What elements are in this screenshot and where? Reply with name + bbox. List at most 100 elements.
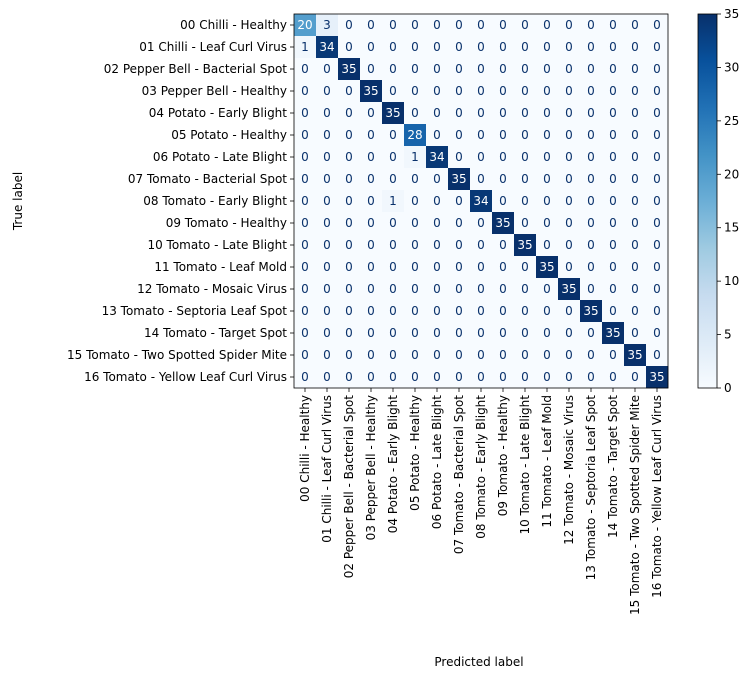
cell-value: 0 [455,40,463,54]
cell-value: 0 [389,304,397,318]
x-tick-label: 01 Chilli - Leaf Curl Virus [320,395,334,543]
cell-value: 0 [345,348,353,362]
cell-value: 0 [433,84,441,98]
matrix-cell [580,80,603,103]
cell-value: 0 [609,194,617,208]
matrix-cell [580,58,603,81]
matrix-cell [404,322,427,345]
y-tick-label: 07 Tomato - Bacterial Spot [128,172,287,186]
matrix-cell [580,124,603,147]
cell-value: 0 [323,238,331,252]
matrix-cell [536,168,559,191]
cell-value: 0 [587,40,595,54]
cell-value: 0 [455,62,463,76]
matrix-cell [382,190,405,213]
matrix-cell [426,300,449,323]
cell-value: 0 [653,216,661,230]
cell-value: 0 [543,304,551,318]
colorbar-ticks: 0 5 10 15 20 25 30 35 [717,7,739,395]
cell-value: 0 [323,260,331,274]
cell-value: 0 [367,40,375,54]
cell-value: 0 [587,106,595,120]
cell-value: 0 [433,348,441,362]
matrix-cell [382,344,405,367]
cell-value: 0 [609,348,617,362]
cell-value: 0 [521,128,529,142]
matrix-cell [316,256,339,279]
cell-value: 0 [433,260,441,274]
matrix-cell [448,234,471,257]
cell-value: 0 [543,62,551,76]
matrix-cell [558,102,581,125]
matrix-cell [624,36,647,59]
matrix-cell [382,234,405,257]
cell-value: 0 [389,282,397,296]
matrix-cells: 20 3 0 0 0 0 0 0 0 0 0 0 0 0 0 0 01 34 0 0 0 0 0 0 0 0 0 0 0 0 0 0 00 0 35… [294,14,669,389]
cell-value: 0 [433,326,441,340]
matrix-cell [492,58,515,81]
cell-value: 0 [543,238,551,252]
cell-value: 0 [543,106,551,120]
matrix-cell [448,36,471,59]
x-tick-label: 16 Tomato - Yellow Leaf Curl Virus [650,395,664,598]
cell-value: 0 [631,172,639,186]
cell-value: 0 [389,62,397,76]
cell-value: 0 [389,238,397,252]
matrix-cell [294,102,317,125]
matrix-cell [470,58,493,81]
matrix-cell [492,146,515,169]
cell-value: 0 [499,62,507,76]
matrix-cell [558,14,581,37]
matrix-cell [294,366,317,389]
cell-value: 0 [433,238,441,252]
matrix-cell [316,58,339,81]
matrix-cell [514,344,537,367]
cell-value: 0 [301,106,309,120]
matrix-cell [492,190,515,213]
cell-value: 0 [587,194,595,208]
colorbar-tick-label: 10 [724,274,739,288]
cell-value: 0 [411,260,419,274]
cell-value: 0 [653,128,661,142]
matrix-cell [448,344,471,367]
matrix-cell [470,344,493,367]
matrix-cell [360,124,383,147]
matrix-cell [426,366,449,389]
cell-value: 0 [433,18,441,32]
matrix-cell [536,14,559,37]
matrix-cell [448,168,471,191]
cell-value: 35 [561,282,576,296]
matrix-cell [316,322,339,345]
cell-value: 0 [587,282,595,296]
cell-value: 0 [587,326,595,340]
cell-value: 0 [477,62,485,76]
y-tick-label: 13 Tomato - Septoria Leaf Spot [102,304,288,318]
matrix-cell [338,322,361,345]
cell-value: 0 [477,40,485,54]
matrix-cell [580,168,603,191]
matrix-cell [624,300,647,323]
cell-value: 0 [477,172,485,186]
matrix-cell [426,102,449,125]
matrix-cell [470,234,493,257]
matrix-cell [558,322,581,345]
cell-value: 0 [653,304,661,318]
cell-value: 20 [297,18,312,32]
matrix-cell [294,36,317,59]
matrix-cell [624,168,647,191]
cell-value: 0 [521,370,529,384]
y-axis-label: True label [11,172,25,231]
cell-value: 0 [543,150,551,164]
matrix-cell [602,366,625,389]
matrix-cell [536,80,559,103]
matrix-cell [646,14,669,37]
cell-value: 0 [499,106,507,120]
matrix-cell [646,322,669,345]
cell-value: 0 [477,282,485,296]
matrix-cell [316,14,339,37]
cell-value: 0 [521,348,529,362]
matrix-cell [338,234,361,257]
cell-value: 0 [543,370,551,384]
cell-value: 0 [521,150,529,164]
matrix-cell [382,212,405,235]
